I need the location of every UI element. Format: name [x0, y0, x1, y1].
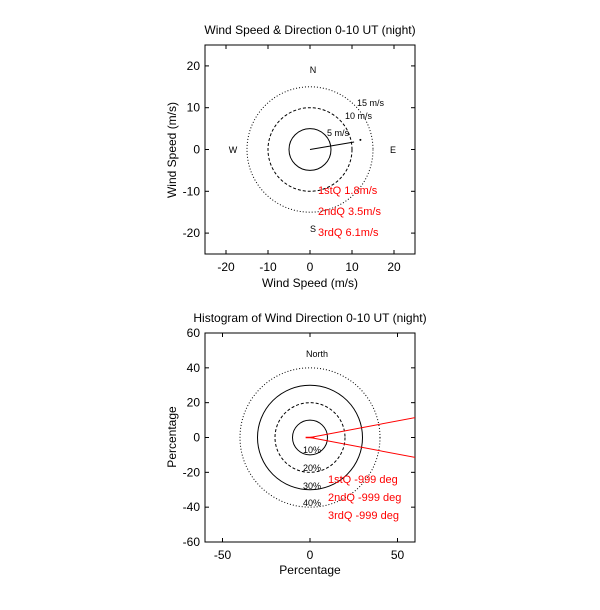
chart1-y-tick-label: 10: [187, 101, 201, 115]
chart2-ring-label-40: 40%: [303, 498, 321, 508]
chart2-y-tick-label: 60: [187, 326, 201, 340]
chart2-ring: [292, 419, 328, 456]
chart1-compass-west: W: [229, 145, 238, 155]
chart2-annotation-q2: 2ndQ -999 deg: [328, 492, 401, 504]
chart1-y-tick-label: -10: [183, 184, 201, 198]
chart1-y-ticks: -20 -10 0 10 20: [183, 59, 415, 240]
chart1-rings: [246, 86, 374, 213]
chart2-xlabel: Percentage: [279, 563, 341, 577]
chart1-compass-north: N: [310, 65, 317, 75]
chart1-ring-label-5: 5 m/s: [327, 128, 350, 138]
chart1-wind-vector: [309, 141, 355, 150]
chart2-ring-label-30: 30%: [303, 481, 321, 491]
chart1-ylabel: Wind Speed (m/s): [165, 102, 179, 198]
wind-speed-chart: Wind Speed & Direction 0-10 UT (night) -…: [165, 23, 416, 290]
chart2-title: Histogram of Wind Direction 0-10 UT (nig…: [193, 311, 426, 325]
chart2-x-tick-label: -50: [214, 548, 232, 562]
chart1-xlabel: Wind Speed (m/s): [262, 276, 358, 290]
chart2-marks: [305, 417, 415, 458]
chart1-x-ticks: -20 -10 0 10 20: [217, 45, 401, 274]
chart1-y-tick-label: 0: [193, 143, 200, 157]
chart1-x-tick-label: 10: [345, 260, 359, 274]
chart1-wind-point: [359, 138, 362, 141]
chart1-x-tick-label: -20: [217, 260, 235, 274]
chart2-ring: [239, 367, 381, 508]
chart2-ring: [274, 402, 346, 473]
chart1-y-tick-label: -20: [183, 226, 201, 240]
chart2-wedge-lower: [309, 437, 415, 458]
chart2-y-tick-label: 40: [187, 361, 201, 375]
chart2-y-ticks: -60 -40 -20 0 20 40 60: [183, 326, 415, 549]
chart2-y-tick-label: -40: [183, 500, 201, 514]
chart2-y-tick-label: -60: [183, 535, 201, 549]
chart1-annotation-q3: 3rdQ 6.1m/s: [318, 227, 379, 239]
chart1-ring: [246, 86, 374, 213]
chart2-annotation-q3: 3rdQ -999 deg: [328, 510, 399, 522]
chart2-x-tick-label: 50: [391, 548, 405, 562]
chart1-y-tick-label: 20: [187, 59, 201, 73]
chart1-title: Wind Speed & Direction 0-10 UT (night): [204, 23, 415, 37]
chart2-ylabel: Percentage: [165, 406, 179, 468]
chart2-y-tick-label: -20: [183, 465, 201, 479]
chart2-x-tick-label: 0: [307, 548, 314, 562]
chart1-ring-label-15: 15 m/s: [357, 98, 385, 108]
chart1-ring-label-10: 10 m/s: [345, 111, 373, 121]
chart2-x-ticks: -50 0 50: [214, 333, 405, 562]
chart1-ring: [288, 128, 332, 171]
chart1-x-tick-label: 0: [307, 260, 314, 274]
chart2-rings: [239, 367, 381, 508]
chart2-ring-label-20: 20%: [303, 463, 321, 473]
chart2-annotation-q1: 1stQ -999 deg: [328, 474, 398, 486]
chart2-y-tick-label: 0: [193, 431, 200, 445]
wind-direction-histogram: Histogram of Wind Direction 0-10 UT (nig…: [165, 311, 427, 577]
chart2-ring: [257, 384, 363, 491]
chart2-wedge-upper: [309, 417, 415, 438]
chart1-compass-south: S: [310, 224, 316, 234]
chart2-y-tick-label: 20: [187, 396, 201, 410]
chart2-compass-north: North: [306, 349, 328, 359]
chart1-x-tick-label: 20: [387, 260, 401, 274]
chart2-ring-label-10: 10%: [303, 445, 321, 455]
chart1-annotation-q1: 1stQ 1.8m/s: [318, 185, 378, 197]
chart1-compass-east: E: [390, 145, 396, 155]
chart1-ring: [267, 107, 353, 192]
chart1-marks: [309, 138, 362, 150]
chart1-x-tick-label: -10: [259, 260, 277, 274]
chart1-annotation-q2: 2ndQ 3.5m/s: [318, 206, 381, 218]
